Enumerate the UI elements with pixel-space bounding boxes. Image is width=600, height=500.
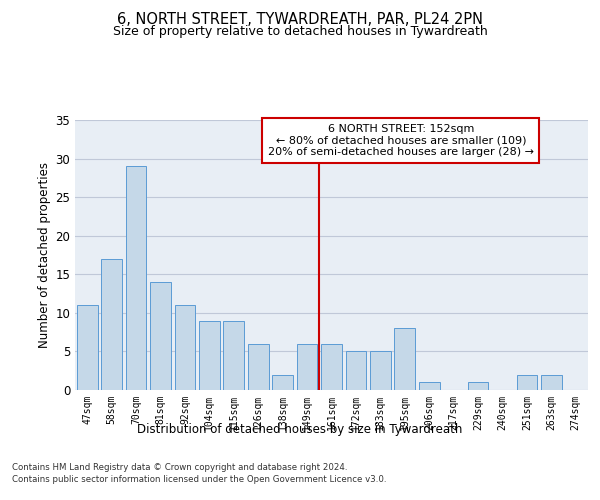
Text: Contains HM Land Registry data © Crown copyright and database right 2024.: Contains HM Land Registry data © Crown c… [12,462,347,471]
Bar [272,374,293,390]
Bar [419,382,440,390]
Bar [321,344,342,390]
Bar [125,166,146,390]
Bar [223,320,244,390]
Bar [296,344,317,390]
Bar [175,305,196,390]
Bar [248,344,269,390]
Bar [467,382,488,390]
Bar [394,328,415,390]
Text: 6, NORTH STREET, TYWARDREATH, PAR, PL24 2PN: 6, NORTH STREET, TYWARDREATH, PAR, PL24 … [117,12,483,28]
Bar [370,352,391,390]
Text: Contains public sector information licensed under the Open Government Licence v3: Contains public sector information licen… [12,475,386,484]
Bar [101,259,122,390]
Bar [541,374,562,390]
Y-axis label: Number of detached properties: Number of detached properties [38,162,51,348]
Text: Size of property relative to detached houses in Tywardreath: Size of property relative to detached ho… [113,25,487,38]
Bar [77,305,98,390]
Bar [150,282,171,390]
Text: 6 NORTH STREET: 152sqm
← 80% of detached houses are smaller (109)
20% of semi-de: 6 NORTH STREET: 152sqm ← 80% of detached… [268,124,534,157]
Text: Distribution of detached houses by size in Tywardreath: Distribution of detached houses by size … [137,422,463,436]
Bar [199,320,220,390]
Bar [517,374,538,390]
Bar [346,352,367,390]
